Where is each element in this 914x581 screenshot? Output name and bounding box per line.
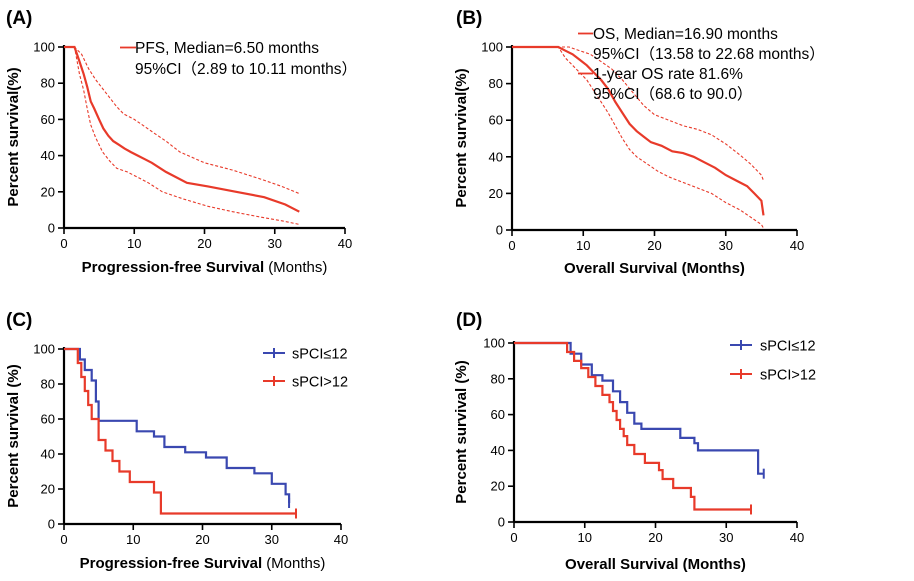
x-tick-label: 0 xyxy=(508,238,515,253)
y-tick-label: 40 xyxy=(491,443,505,458)
y-tick-label: 0 xyxy=(48,221,55,236)
y-tick-label: 20 xyxy=(41,482,55,497)
x-tick-label: 10 xyxy=(576,238,590,253)
x-tick-label: 0 xyxy=(510,530,517,545)
y-tick-label: 0 xyxy=(498,515,505,530)
y-tick-label: 20 xyxy=(491,479,505,494)
x-tick-label: 30 xyxy=(719,530,733,545)
panel-b: (B) 0 20 40 60 80 100 0 10 20 30 40 Overall Survival… xyxy=(453,8,825,277)
legend-entry: sPCI≤12 xyxy=(292,347,348,363)
y-tick-label: 60 xyxy=(489,113,503,128)
x-tick-label: 40 xyxy=(334,532,348,547)
x-tick-label: 20 xyxy=(648,530,662,545)
x-axis-label: Progression-free Survival (Months) xyxy=(80,555,326,572)
x-tick-label: 20 xyxy=(647,238,661,253)
y-tick-label: 100 xyxy=(483,336,505,351)
x-tick-label: 30 xyxy=(268,236,282,251)
x-tick-label: 10 xyxy=(578,530,592,545)
x-tick-label: 40 xyxy=(790,238,804,253)
y-tick-label: 20 xyxy=(41,184,55,199)
y-tick-label: 0 xyxy=(48,517,55,532)
panel-label: (C) xyxy=(6,310,32,331)
x-tick-label: 20 xyxy=(197,236,211,251)
x-tick-label: 0 xyxy=(60,532,67,547)
y-tick-label: 20 xyxy=(489,186,503,201)
x-tick-label: 0 xyxy=(60,236,67,251)
x-tick-label: 40 xyxy=(338,236,352,251)
series-line-s2 xyxy=(514,341,751,511)
annotation-text: PFS, Median=6.50 months xyxy=(135,40,319,57)
y-tick-label: 80 xyxy=(489,76,503,91)
y-tick-label: 60 xyxy=(41,412,55,427)
series-line-estimate xyxy=(64,45,300,213)
y-tick-label: 100 xyxy=(33,40,55,55)
legend-entry: sPCI>12 xyxy=(760,368,816,384)
annotation-text: 95%CI（13.58 to 22.68 months） xyxy=(593,46,825,63)
y-tick-label: 40 xyxy=(41,148,55,163)
annotation-text: 95%CI（68.6 to 90.0） xyxy=(593,86,752,103)
annotation-text: OS, Median=16.90 months xyxy=(593,26,778,43)
x-axis-unit: (Months) xyxy=(266,555,325,572)
panel-a: (A) 0 20 40 60 80 100 0 10 20 30 40 Progression-free… xyxy=(5,8,357,276)
series-line-ci-lower xyxy=(512,46,764,229)
x-axis-label: Overall Survival (Months) xyxy=(565,556,746,573)
y-tick-label: 80 xyxy=(41,76,55,91)
y-tick-label: 60 xyxy=(41,112,55,127)
series-line-s2 xyxy=(64,347,296,515)
x-tick-label: 20 xyxy=(195,532,209,547)
x-axis-label: Progression-free Survival (Months) xyxy=(82,259,328,276)
y-tick-label: 80 xyxy=(491,371,505,386)
x-tick-label: 40 xyxy=(790,530,804,545)
y-tick-label: 0 xyxy=(496,223,503,238)
series-line-ci-upper xyxy=(512,46,765,181)
x-tick-label: 30 xyxy=(719,238,733,253)
x-tick-label: 10 xyxy=(126,532,140,547)
y-tick-label: 60 xyxy=(491,407,505,422)
x-axis-label: Overall Survival (Months) xyxy=(564,260,745,277)
series-line-ci-lower xyxy=(64,46,300,225)
x-axis-unit: (Months) xyxy=(268,259,327,276)
panel-label: (B) xyxy=(456,8,482,29)
series-line-ci-upper xyxy=(64,46,300,195)
series-line-estimate xyxy=(512,45,765,216)
x-tick-label: 30 xyxy=(265,532,279,547)
panel-label: (D) xyxy=(456,310,482,331)
y-axis-label: Percent survival(%) xyxy=(453,68,470,207)
annotation-text: 95%CI（2.89 to 10.11 months） xyxy=(135,61,357,78)
y-tick-label: 100 xyxy=(33,342,55,357)
y-tick-label: 40 xyxy=(41,447,55,462)
y-tick-label: 80 xyxy=(41,377,55,392)
panel-c: (C) 0 20 40 60 80 100 0 10 20 30 40 Progression-free… xyxy=(5,310,348,572)
series-line-s1 xyxy=(64,347,291,503)
y-tick-label: 40 xyxy=(489,149,503,164)
series-line-s1 xyxy=(514,341,764,475)
legend-entry: sPCI>12 xyxy=(292,375,348,391)
y-axis-label: Percent survival (%) xyxy=(453,360,470,503)
annotation-text: 1-year OS rate 81.6% xyxy=(593,66,743,83)
panel-d: (D) 0 20 40 60 80 100 0 10 20 30 40 Overall Survival… xyxy=(453,310,816,573)
legend-entry: sPCI≤12 xyxy=(760,339,816,355)
y-axis-label: Percent survival (%) xyxy=(5,364,22,507)
x-tick-label: 10 xyxy=(127,236,141,251)
y-axis-label: Percent survival(%) xyxy=(5,67,22,206)
panel-label: (A) xyxy=(6,8,32,29)
y-tick-label: 100 xyxy=(481,40,503,55)
